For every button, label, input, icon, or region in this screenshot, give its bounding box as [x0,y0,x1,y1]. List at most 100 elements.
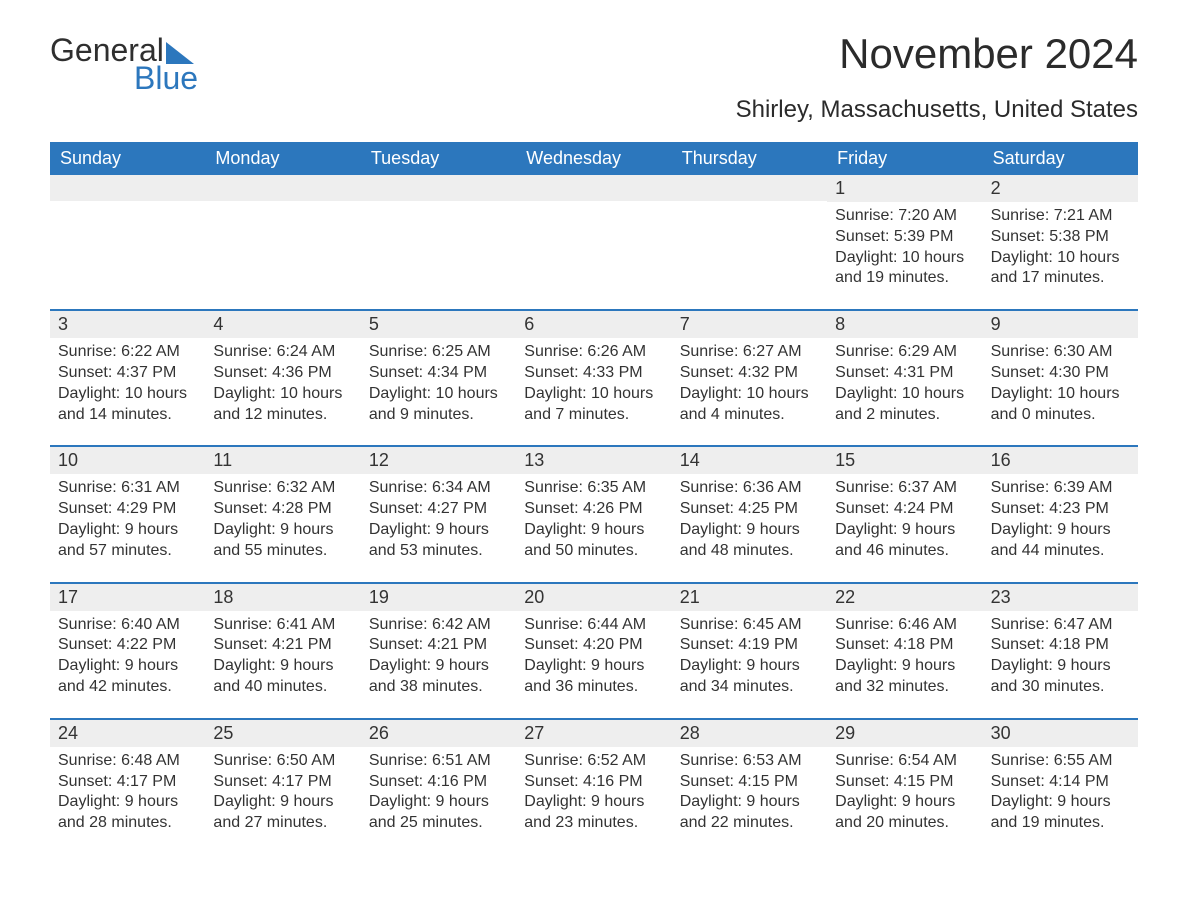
day-content: Sunrise: 6:27 AMSunset: 4:32 PMDaylight:… [672,338,827,433]
daylight-line: Daylight: 9 hours and 20 minutes. [835,792,974,834]
sunrise-line: Sunrise: 6:22 AM [58,342,197,363]
sunset-line: Sunset: 4:24 PM [835,499,974,520]
sunset-line: Sunset: 4:30 PM [991,363,1130,384]
day-content: Sunrise: 6:26 AMSunset: 4:33 PMDaylight:… [516,338,671,433]
day-content: Sunrise: 6:48 AMSunset: 4:17 PMDaylight:… [50,747,205,842]
sunset-line: Sunset: 4:17 PM [213,772,352,793]
logo-text-2: Blue [134,62,198,94]
sunrise-line: Sunrise: 7:20 AM [835,206,974,227]
empty-cell [672,175,827,297]
calendar-body: 1Sunrise: 7:20 AMSunset: 5:39 PMDaylight… [50,175,1138,842]
empty-cell [50,175,205,297]
day-cell: 20Sunrise: 6:44 AMSunset: 4:20 PMDayligh… [516,584,671,706]
day-content: Sunrise: 6:53 AMSunset: 4:15 PMDaylight:… [672,747,827,842]
day-cell: 25Sunrise: 6:50 AMSunset: 4:17 PMDayligh… [205,720,360,842]
day-number: 17 [50,584,205,611]
sunset-line: Sunset: 4:19 PM [680,635,819,656]
sunset-line: Sunset: 4:36 PM [213,363,352,384]
daylight-line: Daylight: 9 hours and 34 minutes. [680,656,819,698]
sunset-line: Sunset: 4:18 PM [991,635,1130,656]
day-content: Sunrise: 6:36 AMSunset: 4:25 PMDaylight:… [672,474,827,569]
day-number: 19 [361,584,516,611]
day-content: Sunrise: 6:24 AMSunset: 4:36 PMDaylight:… [205,338,360,433]
day-number: 27 [516,720,671,747]
sunset-line: Sunset: 4:22 PM [58,635,197,656]
sunset-line: Sunset: 4:20 PM [524,635,663,656]
day-content: Sunrise: 6:54 AMSunset: 4:15 PMDaylight:… [827,747,982,842]
day-cell: 15Sunrise: 6:37 AMSunset: 4:24 PMDayligh… [827,447,982,569]
sunrise-line: Sunrise: 6:24 AM [213,342,352,363]
daylight-line: Daylight: 10 hours and 7 minutes. [524,384,663,426]
day-cell: 16Sunrise: 6:39 AMSunset: 4:23 PMDayligh… [983,447,1138,569]
sunrise-line: Sunrise: 6:41 AM [213,615,352,636]
day-number: 13 [516,447,671,474]
sunrise-line: Sunrise: 6:44 AM [524,615,663,636]
day-header: Saturday [983,142,1138,175]
day-number: 11 [205,447,360,474]
daylight-line: Daylight: 9 hours and 55 minutes. [213,520,352,562]
daylight-line: Daylight: 10 hours and 4 minutes. [680,384,819,426]
sunrise-line: Sunrise: 6:32 AM [213,478,352,499]
day-cell: 13Sunrise: 6:35 AMSunset: 4:26 PMDayligh… [516,447,671,569]
day-cell: 26Sunrise: 6:51 AMSunset: 4:16 PMDayligh… [361,720,516,842]
day-cell: 7Sunrise: 6:27 AMSunset: 4:32 PMDaylight… [672,311,827,433]
sunrise-line: Sunrise: 6:46 AM [835,615,974,636]
day-content: Sunrise: 6:22 AMSunset: 4:37 PMDaylight:… [50,338,205,433]
daylight-line: Daylight: 9 hours and 22 minutes. [680,792,819,834]
sunrise-line: Sunrise: 6:40 AM [58,615,197,636]
day-header: Tuesday [361,142,516,175]
day-content: Sunrise: 6:46 AMSunset: 4:18 PMDaylight:… [827,611,982,706]
day-number: 3 [50,311,205,338]
daylight-line: Daylight: 10 hours and 2 minutes. [835,384,974,426]
day-cell: 3Sunrise: 6:22 AMSunset: 4:37 PMDaylight… [50,311,205,433]
daylight-line: Daylight: 9 hours and 19 minutes. [991,792,1130,834]
sunrise-line: Sunrise: 6:54 AM [835,751,974,772]
day-content: Sunrise: 6:37 AMSunset: 4:24 PMDaylight:… [827,474,982,569]
day-number: 23 [983,584,1138,611]
day-header: Thursday [672,142,827,175]
day-number: 9 [983,311,1138,338]
daylight-line: Daylight: 9 hours and 53 minutes. [369,520,508,562]
day-cell: 5Sunrise: 6:25 AMSunset: 4:34 PMDaylight… [361,311,516,433]
day-number: 29 [827,720,982,747]
day-content: Sunrise: 6:32 AMSunset: 4:28 PMDaylight:… [205,474,360,569]
day-content: Sunrise: 6:31 AMSunset: 4:29 PMDaylight:… [50,474,205,569]
day-number: 20 [516,584,671,611]
sunset-line: Sunset: 5:39 PM [835,227,974,248]
sunrise-line: Sunrise: 6:51 AM [369,751,508,772]
day-number: 7 [672,311,827,338]
daylight-line: Daylight: 9 hours and 42 minutes. [58,656,197,698]
day-content: Sunrise: 6:41 AMSunset: 4:21 PMDaylight:… [205,611,360,706]
calendar-header-row: SundayMondayTuesdayWednesdayThursdayFrid… [50,142,1138,175]
day-number: 28 [672,720,827,747]
day-content: Sunrise: 6:40 AMSunset: 4:22 PMDaylight:… [50,611,205,706]
page-title: November 2024 [736,30,1138,78]
daylight-line: Daylight: 10 hours and 12 minutes. [213,384,352,426]
day-content: Sunrise: 6:39 AMSunset: 4:23 PMDaylight:… [983,474,1138,569]
day-number: 21 [672,584,827,611]
week-separator [50,570,1138,584]
sunrise-line: Sunrise: 6:55 AM [991,751,1130,772]
day-content: Sunrise: 6:52 AMSunset: 4:16 PMDaylight:… [516,747,671,842]
day-cell: 21Sunrise: 6:45 AMSunset: 4:19 PMDayligh… [672,584,827,706]
day-number: 24 [50,720,205,747]
day-cell: 27Sunrise: 6:52 AMSunset: 4:16 PMDayligh… [516,720,671,842]
daylight-line: Daylight: 9 hours and 57 minutes. [58,520,197,562]
sunset-line: Sunset: 4:16 PM [524,772,663,793]
daylight-line: Daylight: 10 hours and 19 minutes. [835,248,974,290]
day-header: Friday [827,142,982,175]
daylight-line: Daylight: 9 hours and 40 minutes. [213,656,352,698]
sunrise-line: Sunrise: 6:30 AM [991,342,1130,363]
day-number: 1 [827,175,982,202]
sunset-line: Sunset: 4:21 PM [369,635,508,656]
day-cell: 11Sunrise: 6:32 AMSunset: 4:28 PMDayligh… [205,447,360,569]
day-content: Sunrise: 6:29 AMSunset: 4:31 PMDaylight:… [827,338,982,433]
daylight-line: Daylight: 9 hours and 30 minutes. [991,656,1130,698]
sunrise-line: Sunrise: 6:50 AM [213,751,352,772]
day-content: Sunrise: 6:51 AMSunset: 4:16 PMDaylight:… [361,747,516,842]
daylight-line: Daylight: 10 hours and 9 minutes. [369,384,508,426]
daylight-line: Daylight: 9 hours and 23 minutes. [524,792,663,834]
daylight-line: Daylight: 9 hours and 28 minutes. [58,792,197,834]
day-content: Sunrise: 6:34 AMSunset: 4:27 PMDaylight:… [361,474,516,569]
sunrise-line: Sunrise: 6:37 AM [835,478,974,499]
